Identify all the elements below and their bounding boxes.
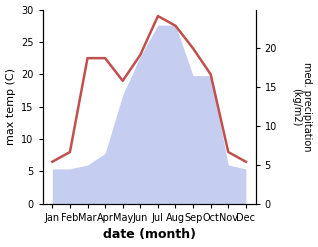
Y-axis label: max temp (C): max temp (C) bbox=[5, 68, 16, 145]
X-axis label: date (month): date (month) bbox=[103, 228, 196, 242]
Y-axis label: med. precipitation
(kg/m2): med. precipitation (kg/m2) bbox=[291, 62, 313, 151]
